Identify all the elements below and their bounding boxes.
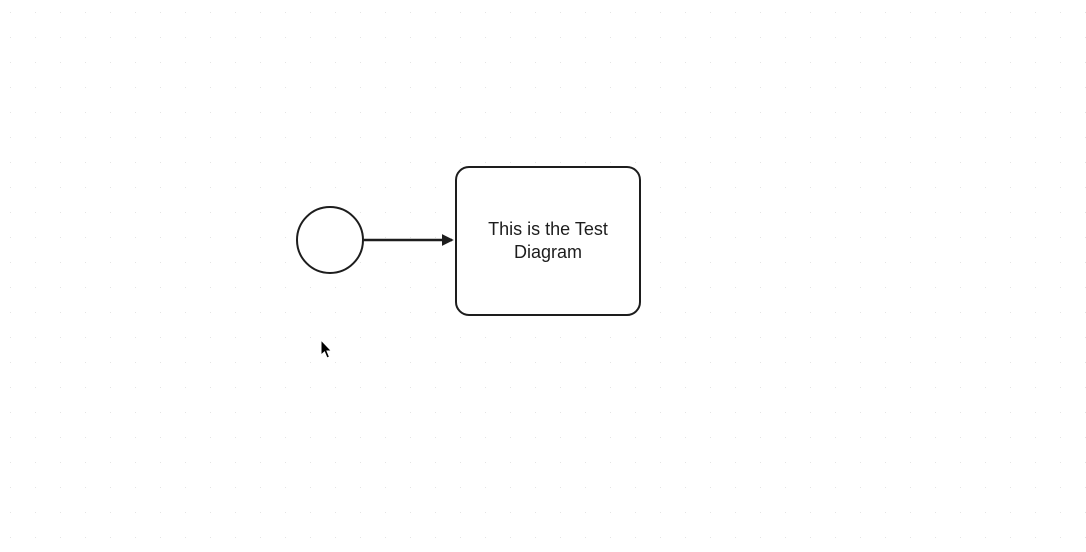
- start-event-node[interactable]: [296, 206, 364, 274]
- diagram-layer: This is the Test Diagram: [0, 0, 1086, 552]
- task-label: This is the Test Diagram: [457, 210, 639, 273]
- diagram-canvas[interactable]: This is the Test Diagram: [0, 0, 1086, 552]
- task-node[interactable]: This is the Test Diagram: [455, 166, 641, 316]
